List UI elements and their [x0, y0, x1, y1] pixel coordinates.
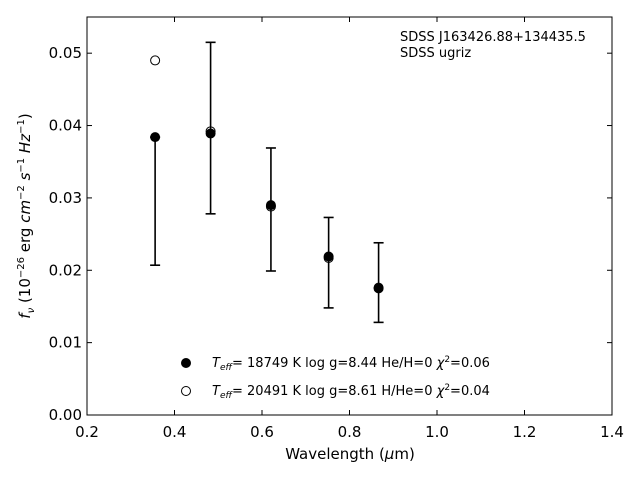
x-tick-label: 0.8: [338, 423, 362, 441]
x-tick-label: 0.6: [250, 423, 274, 441]
model-point-filled: [150, 132, 161, 143]
y-tick-label: 0.00: [49, 406, 82, 424]
x-tick-label: 0.2: [75, 423, 99, 441]
y-tick-label: 0.02: [49, 261, 82, 279]
model-point-open: [323, 252, 334, 263]
legend-entry-1: Teff= 18749 K log g=8.44 He/H=0 χ2=0.06: [212, 355, 490, 373]
model-point-filled: [205, 128, 216, 139]
annotation-line-1: SDSS J163426.88+134435.5: [400, 30, 586, 45]
axes: 0.2 0.4 0.6 0.8 1.0 1.2 1.4 0.00 0.01 0.02 0.03 0.0…: [49, 17, 624, 441]
legend: Teff= 18749 K log g=8.44 He/H=0 χ2=0.06 …: [181, 355, 490, 401]
y-axis-title: fν (10−26 erg cm−2 s−1 Hz−1): [16, 113, 37, 318]
annotation-line-2: SDSS ugriz: [400, 46, 471, 61]
y-tick-label: 0.01: [49, 334, 82, 352]
y-tick-label: 0.05: [49, 44, 82, 62]
x-tick-label: 1.2: [513, 423, 537, 441]
x-tick-label: 1.0: [425, 423, 449, 441]
x-axis-title: Wavelength (μm): [285, 445, 415, 463]
x-tick-label: 1.4: [600, 423, 624, 441]
model-point-open: [265, 201, 276, 212]
legend-entry-2: Teff= 20491 K log g=8.61 H/He=0 χ2=0.04: [212, 383, 490, 401]
x-tick-label: 0.4: [163, 423, 187, 441]
chart-marks: [150, 41, 384, 324]
model-point-open: [373, 282, 384, 293]
legend-marker-open: [181, 386, 191, 396]
model-point-open: [150, 55, 161, 66]
y-tick-label: 0.04: [49, 117, 82, 135]
legend-marker-filled: [181, 358, 191, 368]
y-tick-label: 0.03: [49, 189, 82, 207]
model-point-open: [205, 126, 216, 137]
